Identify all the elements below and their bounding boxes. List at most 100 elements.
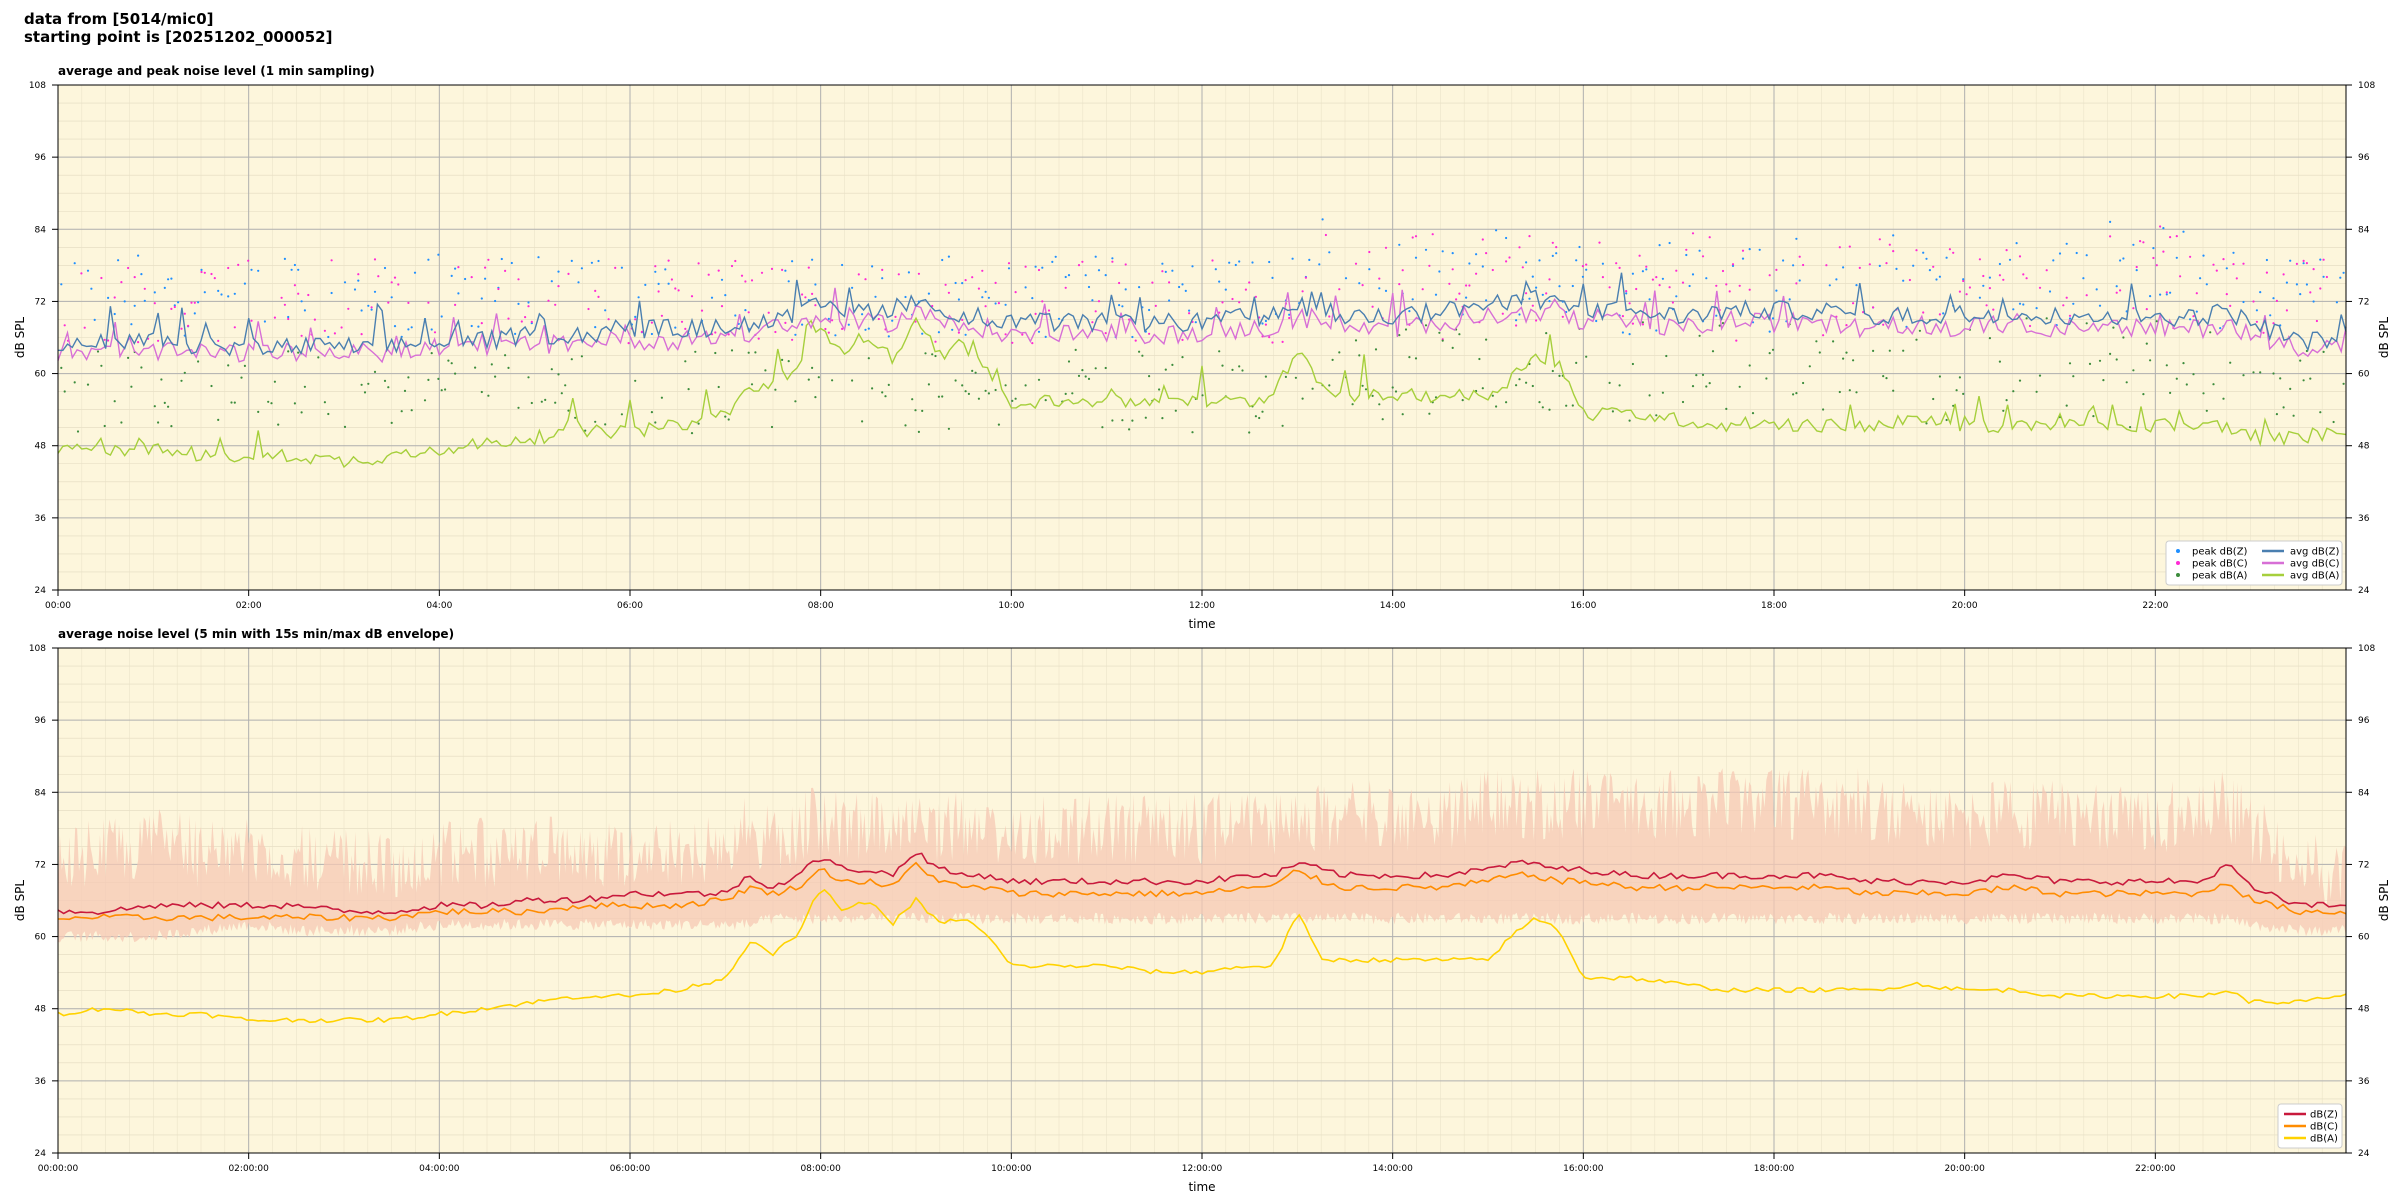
- peak-point: [387, 301, 390, 304]
- peak-point: [1178, 285, 1181, 289]
- peak-point: [390, 296, 393, 299]
- x-tick-label: 10:00: [998, 601, 1024, 611]
- peak-point: [1978, 296, 1981, 299]
- peak-point: [1885, 262, 1888, 265]
- peak-point: [747, 311, 750, 314]
- peak-point: [570, 358, 573, 361]
- peak-point: [2255, 309, 2258, 312]
- peak-point: [670, 278, 674, 281]
- peak-point: [1094, 310, 1097, 313]
- peak-point: [684, 327, 687, 330]
- peak-point: [984, 290, 987, 293]
- peak-point: [667, 259, 670, 262]
- legend-marker: [2176, 561, 2180, 565]
- peak-point: [934, 340, 937, 343]
- peak-point: [357, 279, 360, 282]
- peak-point: [353, 288, 357, 291]
- peak-point: [1922, 311, 1925, 314]
- peak-point: [203, 291, 206, 294]
- peak-point: [1495, 405, 1498, 408]
- peak-point: [343, 425, 347, 428]
- peak-point: [911, 398, 914, 401]
- x-tick-label: 00:00: [45, 601, 71, 611]
- page-header: data from [5014/mic0] starting point is …: [24, 10, 332, 46]
- peak-point: [497, 287, 500, 291]
- series-line-z: [57, 852, 2347, 916]
- peak-point: [1731, 264, 1735, 267]
- peak-point: [2018, 255, 2022, 258]
- peak-point: [1558, 374, 1561, 377]
- peak-point: [2012, 308, 2015, 311]
- peak-point: [554, 401, 557, 404]
- legend-box: [2165, 540, 2343, 586]
- peak-point: [1988, 337, 1991, 340]
- peak-point: [1281, 424, 1284, 427]
- peak-point: [2339, 276, 2342, 279]
- peak-point: [1475, 253, 1478, 256]
- peak-point: [2179, 275, 2182, 278]
- peak-point: [370, 306, 373, 309]
- peak-point: [1738, 284, 1741, 287]
- peak-point: [200, 270, 203, 274]
- peak-point: [1545, 332, 1548, 335]
- peak-point: [494, 299, 497, 303]
- peak-point: [2132, 243, 2135, 246]
- peak-point: [1371, 305, 1374, 308]
- peak-point: [764, 369, 767, 372]
- peak-point: [1625, 292, 1628, 295]
- y-tick-label-right: 36: [2358, 1077, 2370, 1087]
- peak-point: [2342, 271, 2345, 274]
- peak-point: [2085, 254, 2088, 257]
- peak-point: [1051, 260, 1054, 263]
- peak-point: [720, 278, 724, 281]
- peak-point: [747, 351, 750, 354]
- peak-point: [1952, 251, 1955, 254]
- peak-point: [1792, 264, 1795, 267]
- peak-point: [1024, 265, 1027, 268]
- peak-point: [1344, 277, 1348, 280]
- peak-point: [1918, 329, 1921, 332]
- peak-point: [1962, 279, 1965, 283]
- peak-point: [1638, 254, 1641, 257]
- peak-point: [2145, 308, 2148, 311]
- peak-point: [2129, 426, 2132, 429]
- peak-point: [233, 326, 236, 329]
- peak-point: [1031, 297, 1034, 300]
- peak-point: [107, 339, 110, 342]
- peak-point: [2235, 277, 2238, 280]
- peak-point: [1021, 333, 1024, 336]
- peak-point: [470, 276, 473, 279]
- peak-point: [530, 320, 533, 323]
- peak-point: [454, 303, 457, 306]
- peak-point: [827, 317, 830, 320]
- peak-point: [604, 423, 607, 426]
- peak-point: [697, 262, 700, 265]
- peak-point: [494, 375, 497, 378]
- peak-point: [941, 258, 944, 262]
- peak-point: [977, 397, 981, 400]
- peak-point: [530, 401, 533, 405]
- peak-point: [1635, 287, 1638, 291]
- peak-point: [1845, 324, 1848, 327]
- peak-point: [1428, 412, 1431, 415]
- peak-point: [1138, 286, 1141, 289]
- peak-point: [133, 276, 136, 279]
- peak-point: [2165, 291, 2168, 294]
- peak-point: [934, 354, 937, 358]
- peak-point: [143, 287, 146, 290]
- x-tick-label: 22:00: [2142, 601, 2168, 611]
- peak-point: [2095, 288, 2098, 291]
- peak-point: [1067, 360, 1071, 363]
- peak-point: [96, 350, 100, 353]
- peak-point: [604, 309, 607, 312]
- peak-point: [2109, 352, 2112, 355]
- peak-point: [1244, 288, 1247, 291]
- peak-point: [804, 296, 807, 299]
- peak-point: [1601, 276, 1604, 279]
- peak-point: [227, 295, 230, 298]
- peak-point: [1615, 262, 1618, 265]
- peak-point: [180, 379, 183, 382]
- peak-point: [1091, 299, 1094, 302]
- peak-point: [437, 377, 440, 380]
